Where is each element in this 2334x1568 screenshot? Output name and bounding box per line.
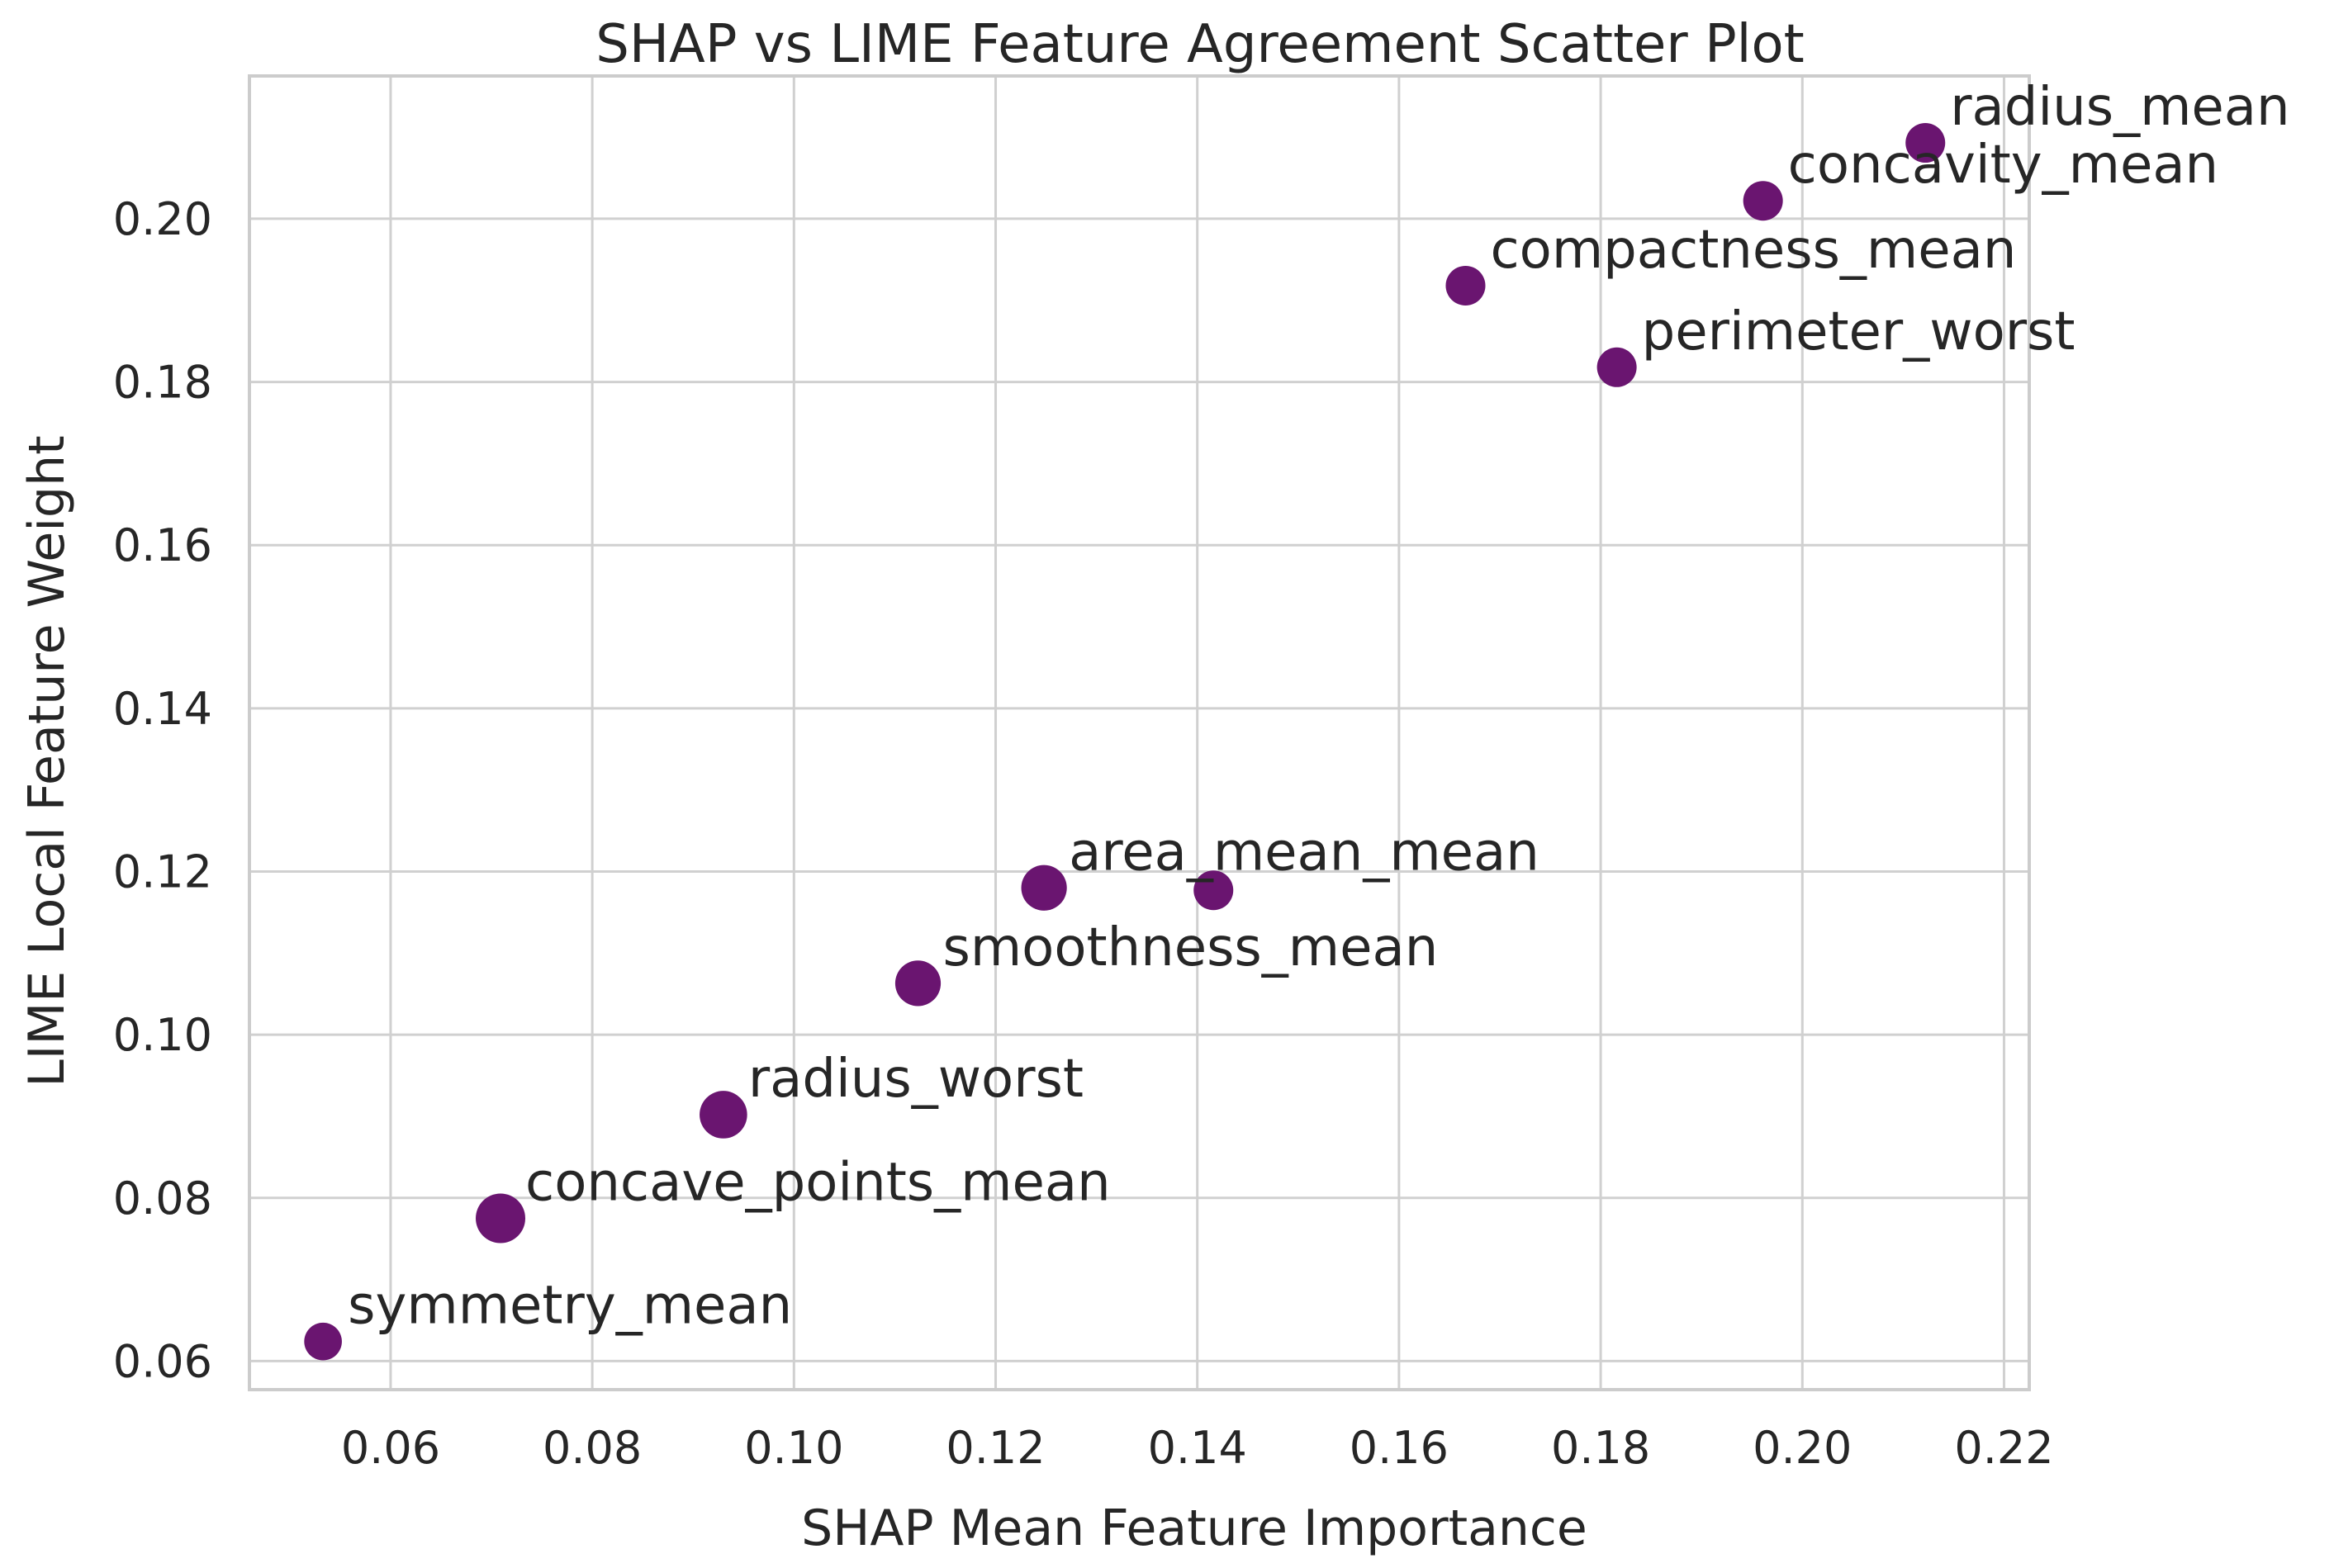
y-axis-label: LIME Local Feature Weight <box>18 435 76 1087</box>
x-tick-label: 0.16 <box>1350 1422 1449 1474</box>
x-tick-label: 0.20 <box>1753 1422 1852 1474</box>
scatter-point <box>1193 870 1234 911</box>
x-axis-ticks: 0.06 0.08 0.10 0.12 0.14 0.16 0.18 0.20 0.22 <box>341 1422 2054 1474</box>
x-tick-label: 0.06 <box>341 1422 440 1474</box>
point-label: concave_points_mean <box>525 1152 1111 1213</box>
y-tick-label: 0.20 <box>113 193 212 245</box>
y-tick-label: 0.18 <box>113 357 212 409</box>
x-tick-label: 0.14 <box>1148 1422 1247 1474</box>
point-label: compactness_mean <box>1490 220 2016 281</box>
x-tick-label: 0.10 <box>744 1422 843 1474</box>
scatter-point <box>1596 347 1637 387</box>
x-tick-label: 0.18 <box>1551 1422 1650 1474</box>
y-axis-ticks: 0.06 0.08 0.10 0.12 0.14 0.16 0.18 0.20 <box>113 193 212 1387</box>
scatter-point <box>1905 123 1946 163</box>
point-label: radius_worst <box>748 1049 1084 1110</box>
y-tick-label: 0.14 <box>113 683 212 735</box>
plot-area <box>248 74 2031 1391</box>
scatter-point <box>894 960 942 1007</box>
scatter-point <box>476 1193 526 1244</box>
point-label: smoothness_mean <box>942 917 1438 978</box>
y-tick-label: 0.08 <box>113 1172 212 1225</box>
point-label: symmetry_mean <box>348 1276 792 1337</box>
point-label: radius_mean <box>1950 77 2289 138</box>
y-tick-label: 0.10 <box>113 1009 212 1061</box>
grid <box>249 76 2029 1390</box>
x-tick-label: 0.12 <box>946 1422 1045 1474</box>
scatter-point <box>1445 265 1486 306</box>
y-tick-label: 0.06 <box>113 1335 212 1387</box>
x-tick-label: 0.22 <box>1954 1422 2053 1474</box>
point-label: perimeter_worst <box>1642 301 2075 362</box>
scatter-point <box>1021 865 1067 911</box>
y-tick-label: 0.16 <box>113 519 212 571</box>
x-axis-label: SHAP Mean Feature Importance <box>801 1499 1587 1557</box>
point-label: concavity_mean <box>1788 135 2218 196</box>
point-label: area_mean_mean <box>1069 822 1539 883</box>
x-tick-label: 0.08 <box>543 1422 642 1474</box>
y-tick-label: 0.12 <box>113 846 212 898</box>
data-points <box>304 123 1946 1361</box>
chart-title: SHAP vs LIME Feature Agreement Scatter P… <box>595 14 1804 75</box>
scatter-point <box>304 1322 342 1361</box>
scatter-point <box>1743 181 1783 221</box>
scatter-point <box>700 1091 747 1139</box>
